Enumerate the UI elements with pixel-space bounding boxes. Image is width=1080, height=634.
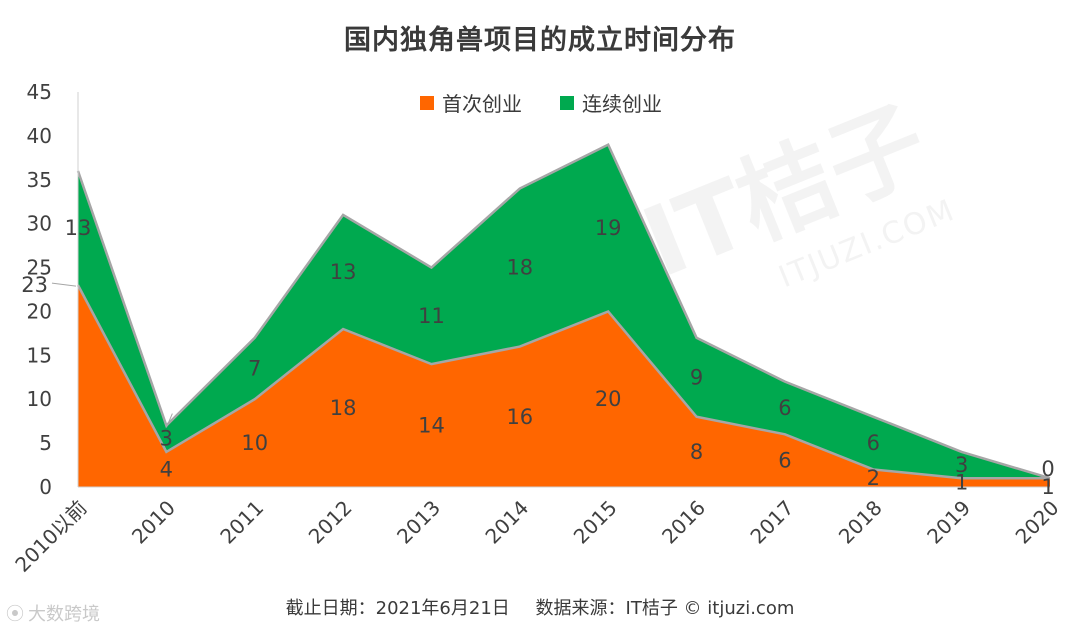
data-label-first: 1 — [955, 471, 968, 495]
y-tick-label: 10 — [27, 387, 52, 411]
data-label-serial: 19 — [595, 216, 622, 240]
watermark-logo-icon: ⦿ — [6, 604, 24, 625]
leader-line — [51, 282, 77, 287]
watermark-text: 大数跨境 — [28, 604, 100, 625]
y-tick-label: 5 — [39, 431, 52, 455]
line-serial-outline — [76, 142, 1051, 480]
y-tick-label: 15 — [27, 343, 52, 367]
x-tick-label: 2019 — [922, 496, 975, 549]
x-tick-label: 2016 — [657, 496, 710, 549]
legend-item-first: 首次创业 — [420, 88, 522, 117]
data-label-serial: 3 — [160, 427, 173, 451]
legend-item-serial: 连续创业 — [560, 88, 662, 117]
data-label-serial: 6 — [867, 431, 880, 455]
y-tick-label: 20 — [27, 299, 52, 323]
data-label-serial: 11 — [418, 304, 445, 328]
data-label-serial: 6 — [778, 396, 791, 420]
data-label-first: 20 — [595, 387, 622, 411]
data-label-serial: 13 — [330, 260, 357, 284]
x-tick-label: 2012 — [304, 496, 357, 549]
data-label-serial: 18 — [506, 256, 533, 280]
x-tick-label: 2015 — [569, 496, 622, 549]
line-first-outline — [76, 284, 1050, 480]
data-label-first: 16 — [506, 405, 533, 429]
legend-label-serial: 连续创业 — [582, 92, 662, 116]
data-label-first: 6 — [778, 449, 791, 473]
bottom-left-watermark: ⦿ 大数跨境 — [6, 600, 100, 626]
x-tick-label: 2013 — [392, 496, 445, 549]
x-tick-label: 2017 — [745, 496, 798, 549]
data-label-first: 14 — [418, 414, 445, 438]
x-tick-label: 2011 — [215, 496, 268, 549]
legend-label-first: 首次创业 — [442, 92, 522, 116]
y-tick-label: 35 — [27, 168, 52, 192]
data-label-serial: 7 — [248, 357, 261, 381]
data-label-first: 18 — [330, 396, 357, 420]
data-label-serial: 0 — [1041, 457, 1054, 481]
data-label-serial: 13 — [65, 216, 92, 240]
x-tick-label: 2020 — [1011, 496, 1064, 549]
area-first — [78, 285, 1050, 487]
data-label-first: 4 — [160, 457, 173, 481]
data-label-first: 2 — [867, 466, 880, 490]
legend-swatch-serial — [560, 95, 574, 110]
x-tick-label: 2018 — [834, 496, 887, 549]
footer: 截止日期：2021年6月21日 数据来源：IT桔子 © itjuzi.com — [0, 594, 1080, 620]
x-tick-label: 2010 — [127, 496, 180, 549]
y-tick-label: 45 — [27, 80, 52, 104]
leader-line — [165, 413, 173, 428]
y-tick-label: 30 — [27, 212, 52, 236]
data-label-first: 1 — [1041, 475, 1054, 499]
footer-date: 截止日期：2021年6月21日 — [285, 598, 510, 619]
data-label-first: 23 — [21, 273, 48, 297]
area-serial — [78, 144, 1050, 479]
x-tick-label: 2014 — [480, 496, 533, 549]
chart-title: 国内独角兽项目的成立时间分布 — [344, 25, 736, 56]
y-tick-label: 25 — [27, 256, 52, 280]
y-tick-label: 0 — [39, 475, 52, 499]
data-label-first: 10 — [241, 431, 268, 455]
data-label-serial: 3 — [955, 453, 968, 477]
data-label-first: 8 — [690, 440, 703, 464]
y-tick-label: 40 — [27, 124, 52, 148]
data-label-serial: 9 — [690, 365, 703, 389]
footer-source: 数据来源：IT桔子 © itjuzi.com — [535, 598, 795, 619]
x-tick-label: 2010以前 — [10, 496, 91, 577]
legend: 首次创业 连续创业 — [420, 88, 662, 117]
legend-swatch-first — [420, 95, 434, 110]
